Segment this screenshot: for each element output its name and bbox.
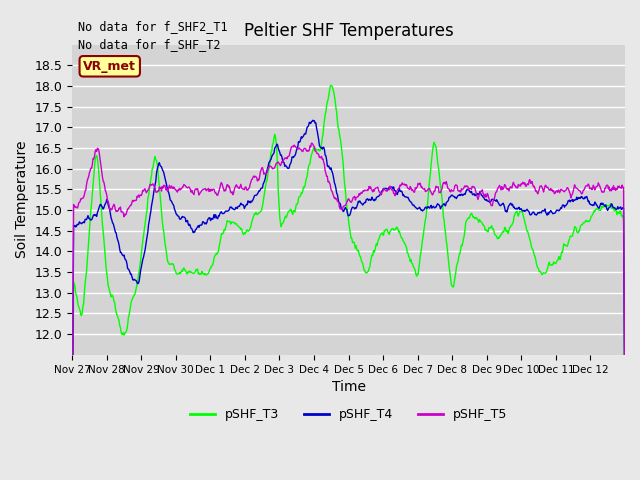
Title: Peltier SHF Temperatures: Peltier SHF Temperatures bbox=[244, 22, 454, 40]
pSHF_T3 bbox=[235, 223, 243, 229]
pSHF_T3 bbox=[283, 213, 291, 219]
pSHF_T4 bbox=[283, 164, 291, 170]
pSHF_T5 bbox=[133, 193, 141, 199]
pSHF_T3 bbox=[621, 459, 629, 465]
X-axis label: Time: Time bbox=[332, 380, 365, 394]
Text: VR_met: VR_met bbox=[83, 60, 136, 73]
pSHF_T4 bbox=[309, 117, 317, 123]
pSHF_T5 bbox=[283, 156, 291, 162]
Line: pSHF_T3: pSHF_T3 bbox=[72, 85, 625, 480]
pSHF_T4 bbox=[133, 280, 141, 286]
pSHF_T3 bbox=[437, 188, 445, 193]
pSHF_T4 bbox=[262, 171, 270, 177]
pSHF_T3 bbox=[406, 259, 414, 264]
Text: No data for f_SHF2_T1: No data for f_SHF2_T1 bbox=[77, 20, 227, 33]
Line: pSHF_T4: pSHF_T4 bbox=[72, 120, 625, 467]
pSHF_T4 bbox=[235, 204, 243, 209]
pSHF_T5 bbox=[68, 452, 76, 458]
pSHF_T5 bbox=[406, 184, 414, 190]
pSHF_T5 bbox=[437, 188, 445, 193]
Legend: pSHF_T3, pSHF_T4, pSHF_T5: pSHF_T3, pSHF_T4, pSHF_T5 bbox=[184, 403, 513, 426]
pSHF_T4 bbox=[68, 464, 76, 469]
pSHF_T3 bbox=[133, 281, 141, 287]
pSHF_T5 bbox=[308, 140, 316, 146]
pSHF_T3 bbox=[262, 180, 270, 186]
pSHF_T4 bbox=[621, 453, 629, 459]
pSHF_T5 bbox=[262, 171, 270, 177]
pSHF_T3 bbox=[327, 82, 335, 88]
pSHF_T4 bbox=[437, 204, 445, 210]
Y-axis label: Soil Temperature: Soil Temperature bbox=[15, 141, 29, 258]
Text: No data for f_SHF_T2: No data for f_SHF_T2 bbox=[77, 38, 220, 51]
pSHF_T5 bbox=[235, 185, 243, 191]
Line: pSHF_T5: pSHF_T5 bbox=[72, 143, 625, 455]
pSHF_T4 bbox=[406, 199, 414, 204]
pSHF_T5 bbox=[621, 443, 629, 449]
